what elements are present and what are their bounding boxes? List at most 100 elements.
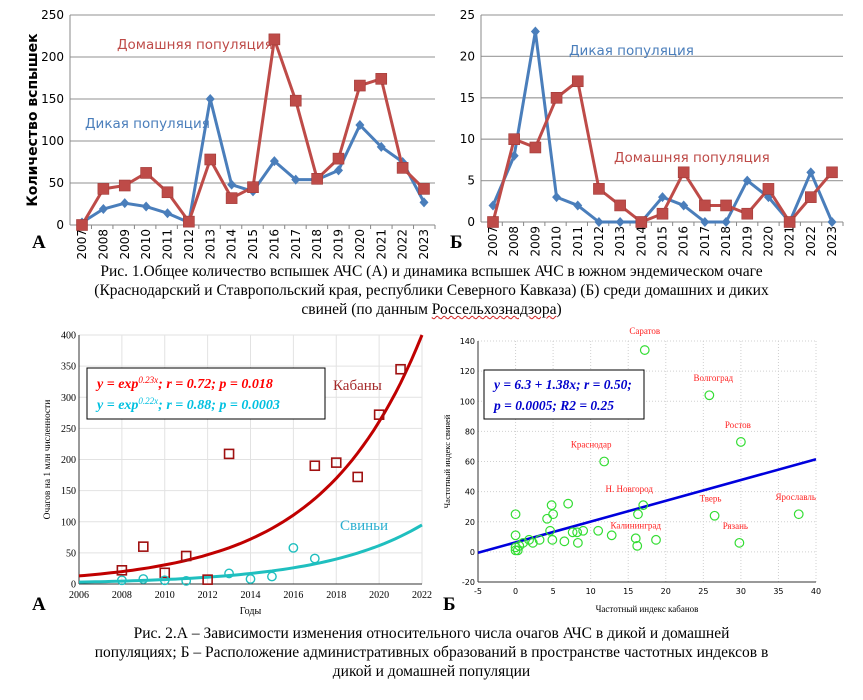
- region-point: [630, 533, 641, 544]
- x-tick-label: 2011: [161, 229, 175, 260]
- data-point: [512, 545, 523, 556]
- x-tick-label: 2012: [198, 590, 218, 601]
- data-point: [567, 527, 578, 538]
- data-point-domestic: [635, 216, 648, 228]
- data-point-pigs: [288, 542, 299, 553]
- data-point-domestic: [225, 192, 238, 204]
- data-point-wild: [552, 192, 562, 203]
- region-point: [638, 500, 649, 511]
- data-point: [545, 525, 556, 536]
- x-tick-label: 2014: [225, 229, 239, 260]
- data-point-wild: [98, 204, 108, 215]
- y-tick-label: 200: [41, 50, 64, 64]
- data-point: [632, 540, 643, 551]
- figure-2-caption: Рис. 2.А – Зависимости изменения относит…: [0, 624, 863, 681]
- series-annotation: Домашняя популяция: [117, 37, 273, 53]
- data-point-wild: [334, 165, 343, 176]
- x-axis-title: Годы: [240, 606, 262, 617]
- y-tick-label: 350: [61, 362, 76, 373]
- data-point: [548, 509, 559, 520]
- data-point: [563, 498, 574, 509]
- data-point-domestic: [762, 183, 775, 195]
- figure-2-caption-line-3: дикой и домашней популяции: [332, 663, 531, 680]
- data-point-domestic: [97, 183, 110, 195]
- series-annotation: Домашняя популяция: [614, 150, 770, 166]
- x-tick-label: 2023: [417, 229, 431, 260]
- y-tick-label: 100: [41, 134, 64, 148]
- regression-equation: p = 0.0005; R2 = 0.25: [493, 398, 614, 413]
- y-axis-title: Очагов на 1 млн численности: [43, 400, 53, 520]
- data-point-wild: [355, 120, 365, 131]
- y-tick-label: 25: [460, 8, 475, 22]
- data-point-wild: [721, 217, 731, 227]
- data-point-domestic: [161, 186, 174, 199]
- data-point-boars: [159, 567, 171, 579]
- data-point-domestic: [204, 153, 217, 166]
- x-tick-label: 2016: [283, 590, 303, 601]
- x-tick-label: 2010: [139, 229, 153, 260]
- figure-1-caption-line-3: свиней (по данным Россельхознадзора): [0, 300, 863, 319]
- region-label: Ярославль: [776, 492, 816, 502]
- caption-text-end: ): [556, 301, 562, 318]
- y-tick-label: 120: [460, 367, 475, 376]
- x-tick-label: 2022: [412, 590, 432, 601]
- x-tick-label: 2020: [761, 226, 775, 257]
- x-tick-label: 2017: [698, 226, 712, 257]
- y-tick-label: 0: [71, 580, 76, 591]
- y-tick-label: 5: [467, 174, 475, 188]
- x-tick-label: 2007: [486, 226, 500, 257]
- x-tick-label: 2012: [182, 229, 196, 260]
- x-tick-label: 2009: [528, 226, 542, 257]
- y-tick-label: 40: [465, 488, 475, 497]
- data-point-domestic: [550, 92, 563, 104]
- data-point-domestic: [418, 183, 430, 195]
- series-annotation-pigs: Свиньи: [340, 518, 388, 534]
- data-point-domestic: [699, 199, 711, 212]
- data-point: [534, 534, 545, 545]
- data-point: [518, 537, 528, 548]
- region-label: Саратов: [629, 326, 660, 336]
- x-tick-label: 2012: [592, 226, 606, 257]
- y-tick-label: 60: [465, 458, 475, 467]
- x-tick-label: 2019: [332, 229, 346, 260]
- figure-1-caption-line-2: (Краснодарский и Ставропольский края, ре…: [94, 282, 769, 299]
- figure-1-caption: Рис. 1.Общее количество вспышек АЧС (А) …: [0, 262, 863, 319]
- data-point-wild: [573, 200, 583, 211]
- data-point-domestic: [783, 216, 796, 228]
- figure-2-caption-line-1: Рис. 2.А – Зависимости изменения относит…: [133, 625, 730, 642]
- x-tick-label: 2018: [326, 590, 346, 601]
- region-point: [639, 345, 650, 355]
- y-tick-label: 100: [61, 517, 76, 528]
- data-point-domestic: [183, 215, 195, 228]
- x-tick-label: 2020: [353, 229, 367, 260]
- chart-fig2B: -5 0 5 10 15 20 25 30 35 40 -20 0 20 40 60 80 100 120 140 С…: [442, 326, 821, 614]
- y-tick-label: 150: [61, 486, 76, 497]
- data-point-wild: [742, 175, 752, 186]
- y-tick-label: 140: [460, 337, 475, 346]
- y-tick-label: 15: [460, 91, 475, 105]
- data-point-wild: [227, 179, 237, 190]
- data-point-domestic: [487, 216, 499, 228]
- data-point: [606, 530, 617, 541]
- data-point: [510, 530, 521, 541]
- y-tick-label: 250: [41, 8, 64, 22]
- data-point-domestic: [118, 179, 131, 192]
- data-point-domestic: [76, 219, 88, 231]
- x-tick-label: 40: [811, 587, 821, 596]
- x-tick-label: 2009: [118, 229, 132, 260]
- panel-label-fig1-a: А: [32, 232, 46, 253]
- data-point-wild: [291, 174, 301, 185]
- data-point-domestic: [311, 173, 323, 185]
- x-tick-label: 2021: [783, 226, 797, 257]
- region-label: Тверь: [700, 494, 722, 504]
- x-tick-label: 2021: [374, 229, 388, 260]
- data-point-wild: [700, 217, 710, 227]
- y-tick-label: 50: [66, 548, 76, 559]
- data-point-wild: [530, 26, 540, 37]
- x-tick-label: 30: [736, 587, 746, 596]
- figure-1-caption-line-1: Рис. 1.Общее количество вспышек АЧС (А) …: [100, 263, 763, 280]
- y-axis-title: Частотный индекс свиней: [442, 414, 452, 508]
- series-line-domestic: [80, 37, 426, 226]
- panel-label-fig1-b: Б: [450, 232, 463, 253]
- x-tick-label: 2018: [310, 229, 324, 260]
